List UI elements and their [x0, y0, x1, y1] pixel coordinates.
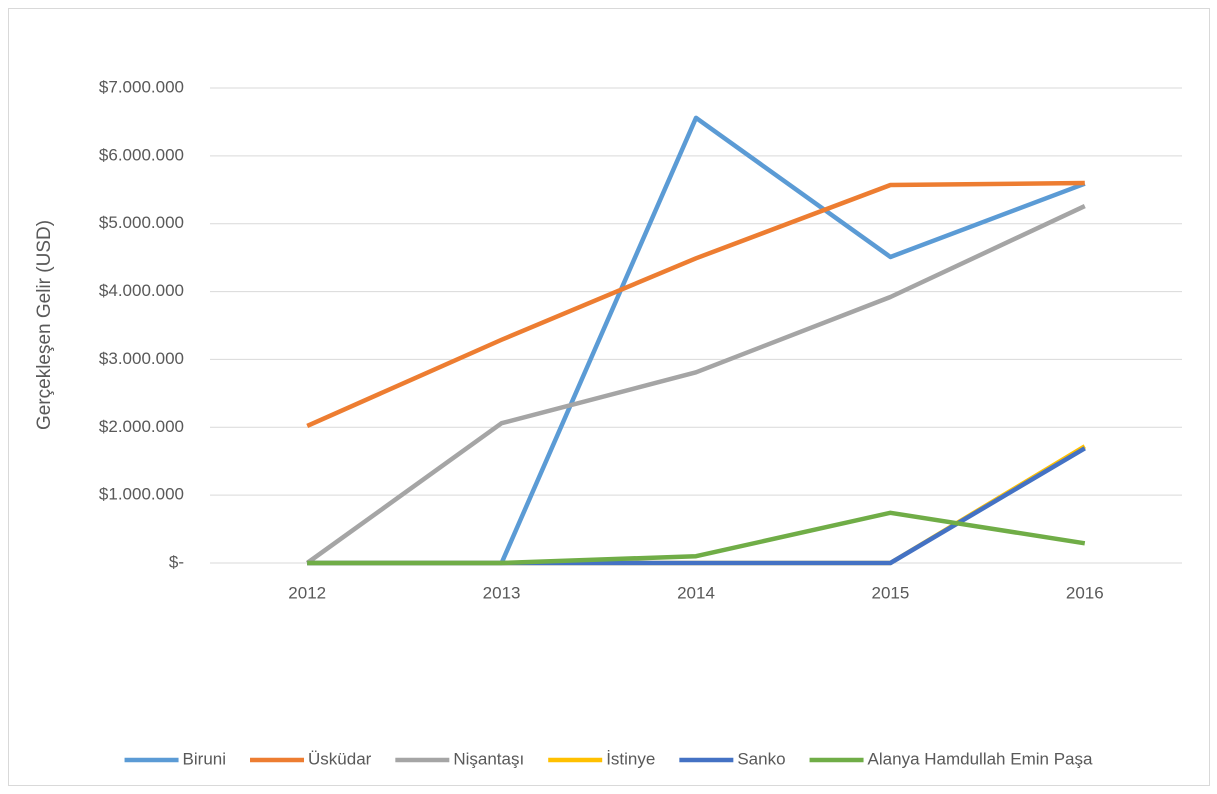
legend-label: İstinye — [606, 749, 655, 768]
y-tick-label: $4.000.000 — [99, 281, 184, 300]
y-tick-label: $1.000.000 — [99, 485, 184, 504]
y-tick-label: $- — [169, 552, 184, 571]
legend-label: Alanya Hamdullah Emin Paşa — [868, 749, 1093, 768]
y-axis-label: Gerçekleşen Gelir (USD) — [34, 220, 55, 430]
x-tick-label: 2014 — [677, 583, 715, 602]
legend-label: Üsküdar — [308, 749, 372, 768]
series-line — [305, 204, 1086, 565]
x-tick-label: 2012 — [288, 583, 326, 602]
x-tick-label: 2015 — [871, 583, 909, 602]
series-line — [307, 510, 1086, 566]
x-tick-label: 2016 — [1066, 583, 1104, 602]
legend-label: Nişantaşı — [453, 749, 524, 768]
series-line — [306, 180, 1085, 428]
y-tick-label: $3.000.000 — [99, 349, 184, 368]
legend-label: Biruni — [183, 749, 226, 768]
legend-label: Sanko — [737, 749, 785, 768]
y-tick-label: $6.000.000 — [99, 145, 184, 164]
y-tick-label: $5.000.000 — [99, 213, 184, 232]
y-tick-label: $2.000.000 — [99, 417, 184, 436]
x-tick-label: 2013 — [483, 583, 521, 602]
y-tick-label: $7.000.000 — [99, 77, 184, 96]
